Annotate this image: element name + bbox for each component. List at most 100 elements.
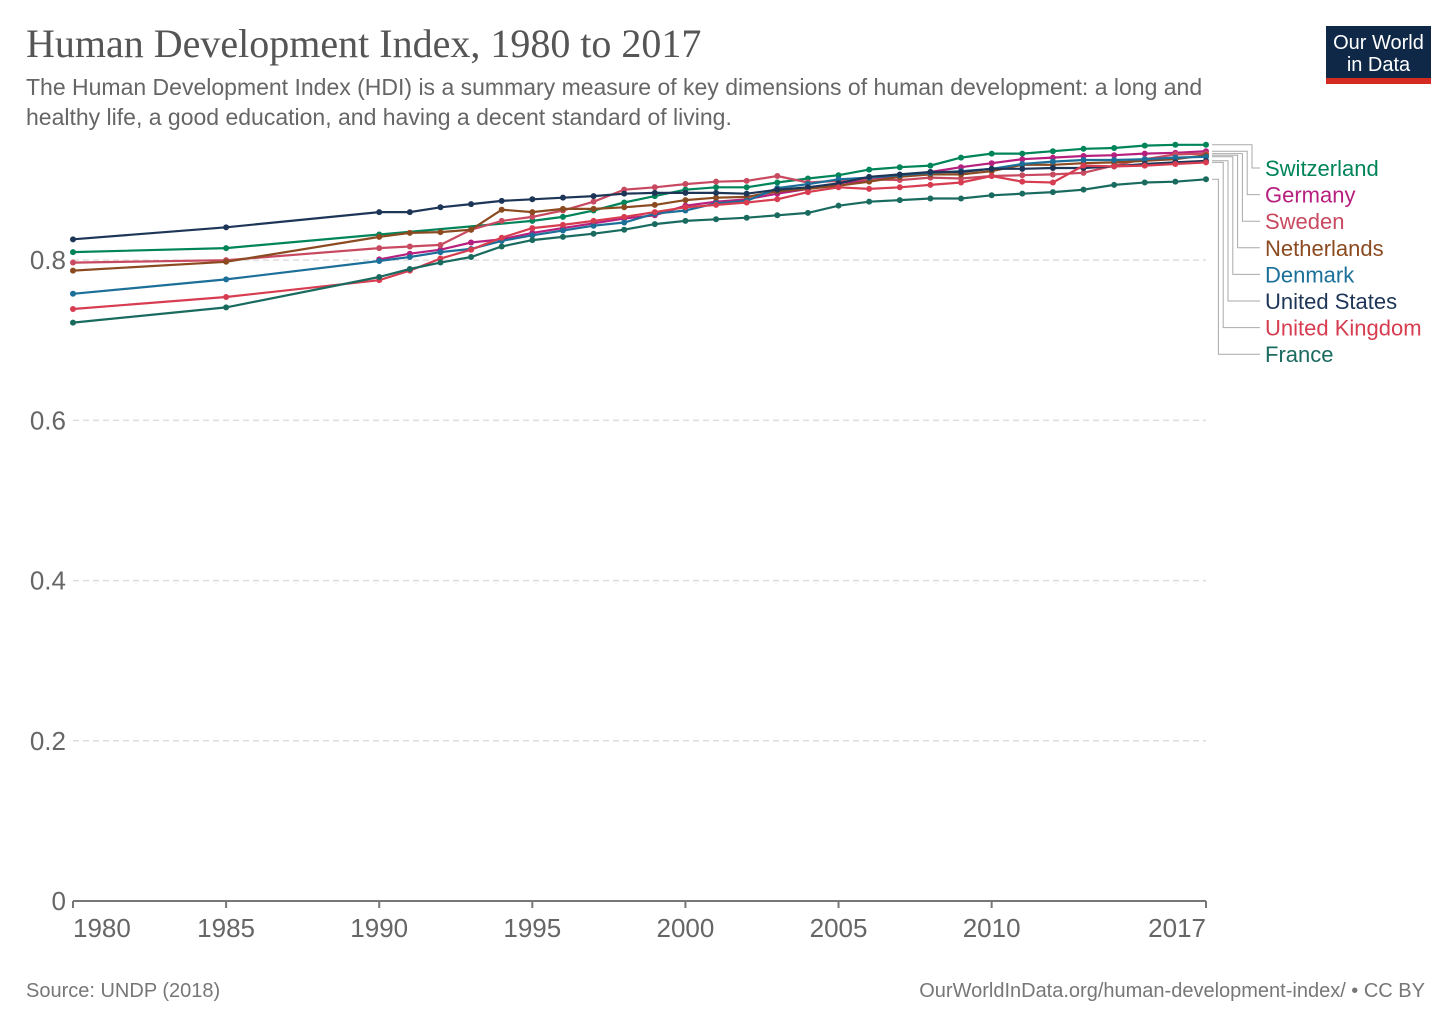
series-line (378, 150, 1207, 261)
data-point (437, 249, 444, 256)
data-point (559, 205, 566, 212)
data-point (70, 259, 76, 266)
data-point (866, 173, 873, 180)
legend-label: United Kingdom (1265, 316, 1422, 341)
data-point (774, 173, 781, 180)
data-point (896, 164, 903, 171)
data-point (223, 276, 230, 283)
legend-label: Sweden (1265, 209, 1345, 234)
x-tick-label: 1980 (73, 913, 131, 943)
legend-label: Switzerland (1265, 156, 1379, 181)
data-point (1019, 190, 1026, 197)
data-point (406, 243, 413, 250)
data-point (1049, 189, 1056, 196)
data-point (468, 201, 475, 208)
data-point (1049, 158, 1056, 165)
data-point (468, 239, 475, 246)
data-point (498, 243, 505, 250)
data-point (223, 224, 230, 231)
data-point (1141, 162, 1148, 169)
data-point (529, 225, 536, 232)
x-tick-label: 2017 (1148, 913, 1206, 943)
data-point (958, 179, 965, 186)
data-point (835, 202, 842, 209)
data-point (866, 166, 873, 173)
data-point (743, 190, 750, 197)
data-point (713, 194, 720, 201)
data-point (713, 184, 720, 191)
y-tick-label: 0.2 (30, 726, 66, 756)
data-point (376, 273, 383, 280)
data-point (621, 199, 628, 206)
series-lines (70, 141, 1209, 326)
series-line (72, 152, 1207, 264)
data-point (559, 233, 566, 240)
series-united-kingdom (70, 159, 1209, 313)
data-point (529, 209, 536, 216)
credit-link[interactable]: OurWorldInData.org/human-development-ind… (919, 980, 1425, 1002)
data-point (1019, 156, 1026, 163)
x-tick-label: 2010 (963, 913, 1021, 943)
data-point (406, 209, 413, 216)
data-point (1172, 141, 1179, 148)
data-point (774, 212, 781, 219)
data-point (988, 173, 995, 180)
data-point (590, 198, 597, 205)
data-point (1049, 171, 1056, 178)
legend-connector (1212, 161, 1260, 329)
data-point (774, 179, 781, 186)
data-point (651, 209, 658, 216)
legend-connector (1212, 178, 1260, 355)
data-point (835, 184, 842, 191)
owid-logo[interactable]: Our World in Data (1326, 26, 1431, 84)
data-point (498, 234, 505, 241)
legend-label: Netherlands (1265, 236, 1384, 261)
series-line (72, 178, 1207, 324)
data-point (1203, 176, 1209, 183)
data-point (70, 249, 76, 256)
data-point (743, 214, 750, 221)
axes: 0 0.2 0.4 0.6 0.8 1980 1985 1990 1995 2000 2005 201… (30, 245, 1207, 943)
series-line (72, 155, 1207, 295)
data-point (774, 196, 781, 203)
data-point (1080, 169, 1087, 176)
data-point (1019, 161, 1026, 168)
data-point (1141, 156, 1148, 163)
data-point (958, 195, 965, 202)
data-point (1172, 154, 1179, 161)
data-point (743, 177, 750, 184)
data-point (223, 258, 230, 265)
data-point (1111, 181, 1118, 188)
data-point (682, 197, 689, 204)
data-point (896, 184, 903, 191)
data-point (1141, 142, 1148, 149)
data-point (713, 201, 720, 208)
legend-connector (1212, 160, 1260, 302)
data-point (1111, 163, 1118, 170)
y-tick-label: 0 (52, 886, 66, 916)
x-tick-label: 1995 (503, 913, 561, 943)
data-point (70, 267, 76, 274)
data-point (498, 197, 505, 204)
data-point (559, 213, 566, 220)
data-point (70, 236, 76, 243)
data-point (559, 194, 566, 201)
data-point (468, 226, 475, 233)
data-point (1080, 186, 1087, 193)
legend-connector (1212, 153, 1260, 222)
data-point (958, 154, 965, 161)
data-point (70, 290, 76, 297)
data-point (927, 162, 934, 169)
data-point (559, 227, 566, 234)
data-point (223, 294, 230, 301)
data-point (406, 265, 413, 272)
data-point (1172, 161, 1179, 168)
logo-line-2: in Data (1346, 54, 1411, 76)
data-point (223, 245, 230, 252)
data-point (1203, 159, 1209, 166)
data-point (651, 189, 658, 196)
data-point (682, 189, 689, 196)
legend-connector (1212, 154, 1260, 249)
data-point (621, 204, 628, 211)
data-point (927, 195, 934, 202)
